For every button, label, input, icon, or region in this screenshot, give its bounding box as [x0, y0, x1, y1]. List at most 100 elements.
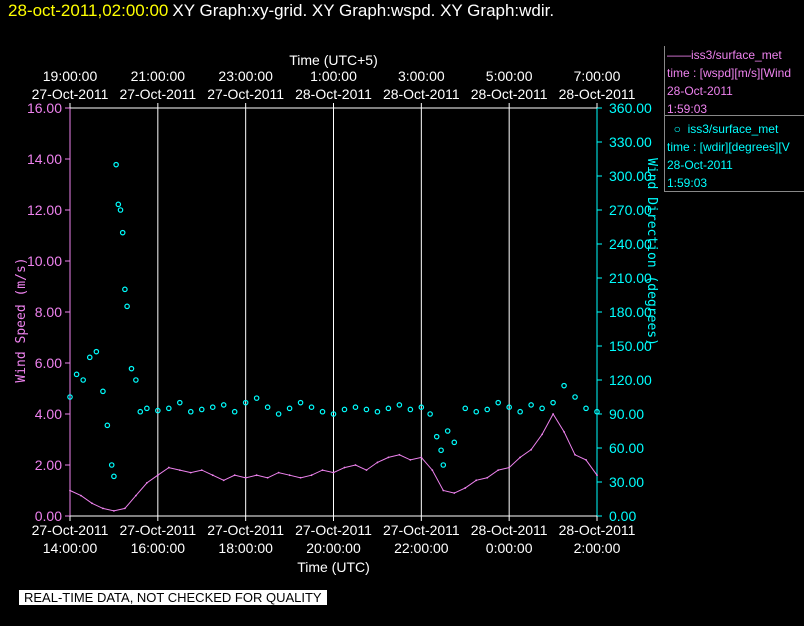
x2-tick-time-6: 7:00:00: [574, 68, 621, 84]
legend-wspd-series-name: iss3/surface_met: [691, 48, 782, 62]
x2-tick-time-2: 23:00:00: [218, 68, 273, 84]
wspd-point-48: [596, 474, 598, 477]
x2-tick-date-6: 28-Oct-2011: [559, 86, 636, 102]
wspd-point-39: [497, 469, 500, 471]
wdir-point-20: [166, 405, 172, 412]
wdir-point-56: [528, 402, 534, 408]
wdir-point-5: [100, 388, 106, 395]
wspd-point-3: [102, 507, 104, 510]
wdir-point-54: [506, 404, 512, 411]
wdir-point-62: [594, 408, 600, 415]
wdir-point-58: [550, 399, 556, 406]
legend-wspd-series: ——iss3/surface_met: [667, 48, 782, 62]
wspd-point-26: [354, 464, 357, 466]
x2-tick-date-5: 28-Oct-2011: [471, 86, 548, 102]
wdir-point-55: [517, 408, 523, 415]
wdir-point-22: [187, 408, 194, 415]
y-tick-label-1: 2.00: [35, 457, 62, 473]
wdir-point-24: [209, 404, 216, 411]
wspd-point-7: [145, 481, 148, 484]
title-timestamp: 28-oct-2011,02:00:00: [8, 1, 169, 20]
wspd-point-20: [288, 474, 291, 477]
x2-tick-time-1: 21:00:00: [131, 68, 186, 84]
x2-tick-time-4: 3:00:00: [398, 68, 445, 84]
wdir-point-9: [113, 161, 119, 168]
wspd-point-5: [123, 507, 126, 510]
wdir-point-40: [385, 405, 392, 412]
wspd-point-16: [244, 476, 247, 479]
y2-tick-label-4: 120.00: [609, 372, 652, 388]
y-tick-label-2: 4.00: [35, 406, 62, 422]
wspd-point-46: [574, 453, 576, 456]
wspd-point-4: [113, 510, 115, 512]
wdir-point-21: [176, 399, 183, 406]
wdir-point-18: [144, 405, 150, 412]
legend-wdir-date: 28-Oct-2011: [667, 158, 733, 172]
wdir-point-59: [561, 382, 567, 389]
y2-tick-label-9: 270.00: [609, 202, 652, 218]
y2-tick-label-7: 210.00: [609, 270, 652, 286]
wspd-point-45: [563, 430, 565, 433]
wspd-point-38: [486, 476, 489, 479]
wspd-point-47: [585, 459, 587, 461]
wdir-point-4: [93, 348, 100, 355]
x-tick-date-1: 27-Oct-2011: [119, 522, 196, 538]
wspd-point-10: [178, 469, 181, 471]
y2-tick-label-11: 330.00: [609, 134, 652, 150]
wdir-point-42: [407, 406, 414, 413]
y-tick-label-7: 14.00: [27, 151, 62, 167]
wdir-point-27: [242, 399, 249, 406]
wdir-point-8: [111, 473, 117, 480]
wdir-point-29: [264, 404, 271, 411]
y-tick-label-8: 16.00: [27, 100, 62, 116]
wdir-point-10: [115, 201, 122, 208]
wdir-point-32: [297, 399, 304, 406]
wdir-point-2: [80, 377, 86, 383]
wspd-point-22: [310, 474, 313, 477]
wdir-point-23: [198, 406, 205, 413]
legend-wind-speed: ——iss3/surface_met time : [wspd][m/s][Wi…: [667, 46, 804, 118]
wspd-point-2: [91, 502, 93, 505]
legend-wdir-series-name: iss3/surface_met: [687, 122, 779, 136]
x2-tick-time-5: 5:00:00: [486, 68, 533, 84]
y2-tick-label-3: 90.00: [609, 406, 644, 422]
wspd-point-19: [277, 471, 280, 474]
wdir-point-28: [253, 395, 260, 401]
wdir-point-51: [473, 408, 480, 415]
wspd-point-37: [475, 479, 478, 482]
y2-tick-label-6: 180.00: [609, 304, 652, 320]
wspd-point-43: [541, 433, 544, 436]
x2-tick-date-2: 27-Oct-2011: [207, 86, 284, 102]
wspd-point-28: [376, 461, 379, 464]
wdir-point-34: [319, 408, 326, 415]
legend-wdir-time: 1:59:03: [667, 176, 708, 190]
wdir-point-44: [427, 411, 433, 417]
x-tick-time-3: 20:00:00: [306, 540, 361, 556]
wdir-point-17: [137, 408, 144, 415]
wspd-point-11: [189, 471, 192, 474]
wspd-point-42: [530, 448, 533, 451]
wdir-point-16: [133, 377, 139, 383]
x-tick-date-3: 27-Oct-2011: [295, 522, 372, 538]
legend-wdir-series: ○ iss3/surface_met: [667, 122, 779, 136]
wspd-point-31: [409, 459, 412, 461]
wdir-point-26: [231, 408, 238, 415]
x2-tick-time-3: 1:00:00: [310, 68, 357, 84]
y2-tick-label-10: 300.00: [609, 168, 652, 184]
wspd-point-25: [343, 466, 346, 469]
wdir-point-48: [444, 428, 451, 434]
wspd-point-34: [442, 489, 445, 492]
y2-tick-label-2: 60.00: [609, 440, 644, 456]
wspd-point-21: [299, 476, 302, 479]
wdir-point-52: [484, 406, 491, 413]
legend-divider: [664, 46, 665, 192]
wspd-point-29: [387, 456, 390, 459]
wdir-point-30: [275, 411, 282, 417]
x2-tick-date-0: 27-Oct-2011: [32, 86, 109, 102]
legend-separator-bottom: [664, 191, 804, 192]
x-tick-date-0: 27-Oct-2011: [32, 522, 109, 538]
x-tick-time-2: 18:00:00: [218, 540, 273, 556]
wspd-point-17: [255, 474, 258, 477]
window-title: 28-oct-2011,02:00:00 XY Graph:xy-grid. XY…: [8, 1, 554, 21]
wspd-point-24: [332, 471, 335, 474]
